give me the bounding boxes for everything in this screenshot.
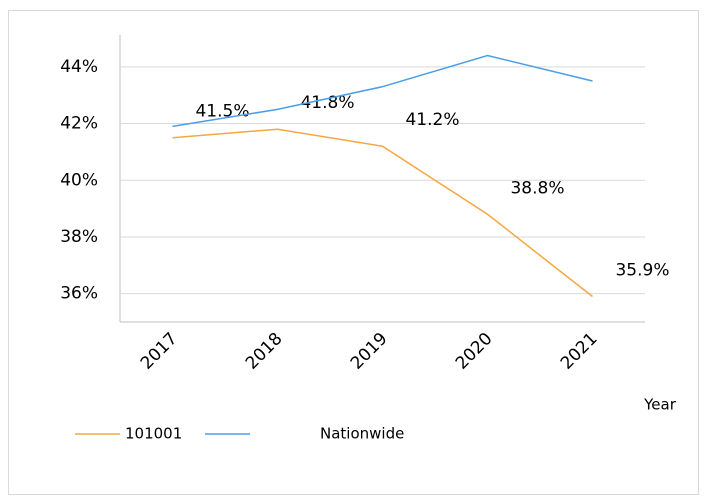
x-axis-label: Year [643, 396, 677, 414]
data-label: 35.9% [615, 260, 669, 280]
series-line [172, 128, 593, 298]
data-label: 41.8% [300, 93, 354, 113]
y-tick-label: 44% [60, 57, 98, 77]
chart-frame [8, 10, 699, 495]
y-tick-label: 42% [60, 114, 98, 134]
legend-label: 101001 [125, 425, 182, 443]
y-tick-label: 38% [60, 227, 98, 247]
data-label: 41.2% [405, 110, 459, 130]
series-line [172, 54, 593, 128]
y-tick-label: 36% [60, 284, 98, 304]
legend-label: Nationwide [320, 425, 404, 443]
data-label: 38.8% [510, 178, 564, 198]
y-tick-label: 40% [60, 170, 98, 190]
